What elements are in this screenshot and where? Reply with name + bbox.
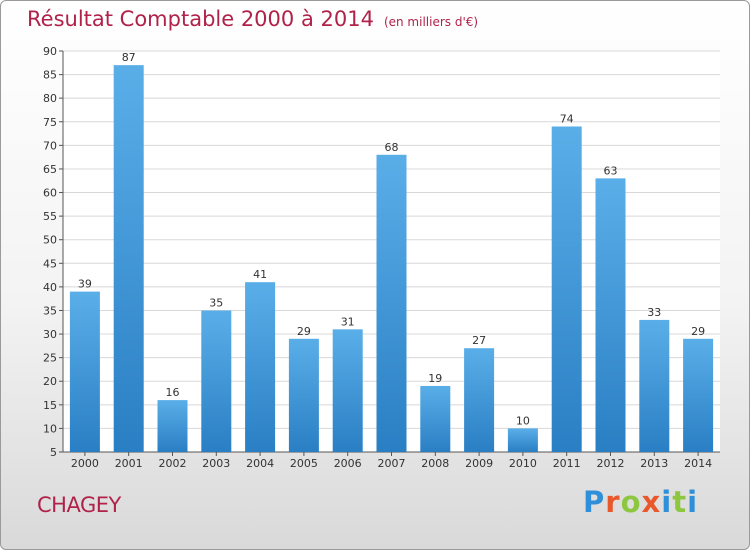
bar-value-label: 41	[253, 268, 267, 281]
x-tick-label: 2014	[684, 457, 712, 470]
bar-value-label: 29	[297, 325, 311, 338]
y-tick-label: 30	[43, 328, 57, 341]
x-tick-label: 2004	[246, 457, 274, 470]
x-tick-label: 2008	[421, 457, 449, 470]
x-tick-label: 2002	[159, 457, 187, 470]
bar-value-label: 33	[647, 306, 661, 319]
y-tick-label: 45	[43, 257, 57, 270]
bar-2000	[69, 291, 100, 452]
bar-2008	[420, 385, 451, 452]
labels: 5 10 15 20 25 30 35 40 45 50 55 60 65 70 75 80 85 90 39 200…	[43, 45, 712, 470]
y-tick-label: 55	[43, 210, 57, 223]
x-tick-label: 2009	[465, 457, 493, 470]
bar-2001	[113, 65, 144, 452]
bar-value-label: 29	[691, 325, 705, 338]
x-tick-label: 2010	[509, 457, 537, 470]
bar-value-label: 16	[166, 386, 180, 399]
brand-letter: t	[672, 485, 688, 519]
bar-2004	[245, 282, 276, 452]
x-tick-label: 2007	[378, 457, 406, 470]
bar-2014	[683, 338, 714, 452]
x-tick-label: 2011	[553, 457, 581, 470]
y-tick-label: 50	[43, 234, 57, 247]
y-tick-label: 5	[50, 446, 57, 459]
x-tick-label: 2000	[71, 457, 99, 470]
y-tick-label: 40	[43, 281, 57, 294]
brand-letter: i	[661, 485, 673, 519]
bar-value-label: 63	[604, 164, 618, 177]
commune-name: CHAGEY	[37, 493, 121, 517]
brand-letter: x	[641, 485, 662, 519]
y-tick-label: 70	[43, 139, 57, 152]
bar-2005	[288, 338, 319, 452]
brand-letter: i	[687, 485, 699, 519]
x-tick-label: 2013	[640, 457, 668, 470]
bar-value-label: 87	[122, 51, 136, 64]
bar-2002	[157, 400, 188, 452]
y-tick-label: 75	[43, 116, 57, 129]
bar-value-label: 74	[560, 112, 574, 125]
bar-value-label: 68	[385, 141, 399, 154]
bar-value-label: 27	[472, 334, 486, 347]
x-tick-label: 2003	[202, 457, 230, 470]
bar-value-label: 35	[209, 296, 223, 309]
brand-logo: Proxiti	[583, 485, 698, 519]
bar-2006	[332, 329, 363, 452]
y-tick-label: 60	[43, 187, 57, 200]
x-tick-label: 2012	[597, 457, 625, 470]
bar-value-label: 31	[341, 315, 355, 328]
title-row: Résultat Comptable 2000 à 2014 (en millie…	[27, 7, 478, 31]
y-tick-label: 15	[43, 399, 57, 412]
chart-title: Résultat Comptable 2000 à 2014	[27, 7, 374, 31]
bar-2003	[201, 310, 232, 452]
bar-2013	[639, 319, 670, 452]
y-tick-label: 90	[43, 45, 57, 58]
bar-2007	[376, 154, 407, 452]
bar-value-label: 39	[78, 278, 92, 291]
bar-2012	[595, 178, 626, 452]
x-tick-label: 2006	[334, 457, 362, 470]
bar-value-label: 19	[428, 372, 442, 385]
x-tick-label: 2005	[290, 457, 318, 470]
brand-letter: r	[605, 485, 621, 519]
y-tick-label: 80	[43, 92, 57, 105]
x-tick-label: 2001	[115, 457, 143, 470]
y-tick-label: 10	[43, 422, 57, 435]
y-tick-label: 25	[43, 352, 57, 365]
chart-subtitle: (en milliers d'€)	[383, 15, 479, 29]
bar-2010	[507, 428, 538, 452]
y-tick-label: 35	[43, 304, 57, 317]
y-tick-label: 85	[43, 69, 57, 82]
bars	[69, 65, 714, 452]
bar-2011	[551, 126, 582, 452]
bar-2009	[464, 348, 495, 452]
bar-value-label: 10	[516, 414, 530, 427]
brand-letter: o	[620, 485, 642, 519]
y-tick-label: 65	[43, 163, 57, 176]
y-tick-label: 20	[43, 375, 57, 388]
brand-letter: P	[583, 485, 606, 519]
